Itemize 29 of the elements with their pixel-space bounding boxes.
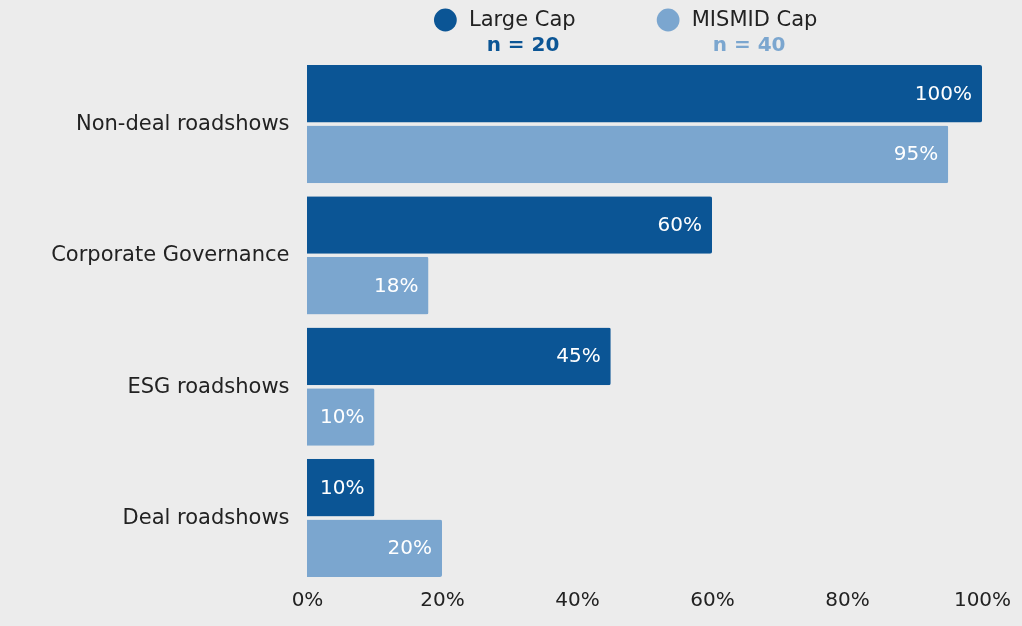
bar xyxy=(307,256,429,315)
bar xyxy=(307,196,712,254)
data-label: 60% xyxy=(657,212,702,237)
legend-label: Large Cap xyxy=(469,7,576,31)
y-tick-label: Corporate Governance xyxy=(51,242,290,267)
data-label: 95% xyxy=(893,141,939,166)
data-label: 100% xyxy=(914,80,972,105)
y-tick-label: ESG roadshows xyxy=(127,373,290,398)
x-tick-label: 20% xyxy=(420,586,465,611)
x-tick-label: 100% xyxy=(953,586,1012,611)
text: n = 40 xyxy=(712,32,786,56)
x-tick-label: 60% xyxy=(690,586,735,611)
x-tick-label: 80% xyxy=(825,586,870,611)
y-tick-label: Deal roadshows xyxy=(122,504,290,529)
data-label: 20% xyxy=(387,535,432,560)
bar xyxy=(307,519,442,577)
y-tick-label: Non-deal roadshows xyxy=(75,111,290,136)
data-label: 10% xyxy=(320,403,365,428)
data-label: 10% xyxy=(320,474,365,499)
data-label: 45% xyxy=(556,343,601,368)
data-label: 18% xyxy=(374,272,419,297)
x-tick-label: 0% xyxy=(291,586,324,611)
text: n = 20 xyxy=(486,32,560,56)
legend-label: MISMID Cap xyxy=(691,7,818,31)
bar xyxy=(307,65,982,123)
bar xyxy=(307,327,611,386)
bar xyxy=(307,458,375,517)
bar xyxy=(307,125,949,184)
x-tick-label: 40% xyxy=(555,586,600,611)
